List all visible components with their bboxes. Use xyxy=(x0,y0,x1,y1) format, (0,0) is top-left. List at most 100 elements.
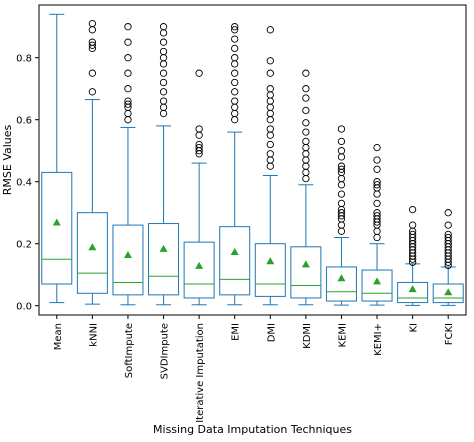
outlier-point xyxy=(337,227,346,235)
outlier-point xyxy=(159,60,168,68)
outlier-point xyxy=(159,23,168,31)
outlier-point xyxy=(231,103,239,111)
outlier-point xyxy=(373,209,381,217)
outlier-point xyxy=(266,69,274,77)
y-tick-label: 0.6 xyxy=(16,116,32,127)
box-group-8 xyxy=(325,125,357,306)
x-tick-label: Iterative Imputation xyxy=(195,323,206,423)
iqr-box xyxy=(397,281,429,304)
outlier-point xyxy=(231,54,239,62)
box-group-11 xyxy=(432,209,464,306)
box-group-9 xyxy=(361,143,393,306)
outlier-point xyxy=(444,209,452,217)
outlier-point xyxy=(337,137,346,146)
iqr-box xyxy=(112,224,144,296)
outlier-point xyxy=(302,143,310,152)
y-tick-label: 0.0 xyxy=(16,302,32,313)
outlier-point xyxy=(373,199,381,208)
x-tick-label: EMI xyxy=(231,323,242,341)
plot-elements xyxy=(41,13,464,306)
outlier-point xyxy=(231,97,239,105)
y-tick-label: 0.4 xyxy=(16,178,32,189)
outlier-point xyxy=(159,38,168,46)
outlier-point xyxy=(231,69,239,77)
outlier-point xyxy=(337,153,346,161)
iqr-box xyxy=(148,223,180,296)
iqr-box xyxy=(290,246,322,299)
outlier-point xyxy=(408,205,417,214)
outlier-point xyxy=(195,69,203,77)
mean-marker xyxy=(195,261,204,269)
outlier-point xyxy=(337,209,346,217)
box-group-7 xyxy=(290,69,322,306)
iqr-box xyxy=(432,283,464,304)
outlier-point xyxy=(159,78,168,87)
outlier-point xyxy=(124,109,132,118)
x-tick-label: DMI xyxy=(266,323,277,342)
outlier-point xyxy=(337,162,346,170)
x-tick-label: KEMI+ xyxy=(373,323,384,356)
outlier-point xyxy=(195,125,203,133)
mean-marker xyxy=(123,251,132,259)
outlier-point xyxy=(124,69,132,77)
x-axis: Mean kNNI SoftImpute SVDImpute Iterative Imp… xyxy=(53,315,455,423)
outlier-point xyxy=(373,165,381,173)
outlier-point xyxy=(195,131,203,139)
outlier-point xyxy=(195,140,203,149)
outlier-point xyxy=(408,221,417,229)
outlier-point xyxy=(88,19,97,28)
outlier-point xyxy=(195,143,203,152)
outlier-point xyxy=(302,128,310,136)
outlier-point xyxy=(302,119,310,127)
iqr-box xyxy=(41,171,73,285)
outlier-point xyxy=(337,190,346,198)
x-tick-label: KEMI xyxy=(337,323,348,347)
outlier-point xyxy=(266,162,274,170)
outlier-point xyxy=(124,54,132,62)
outlier-point xyxy=(373,181,381,189)
outlier-point xyxy=(266,140,274,149)
outlier-point xyxy=(159,88,168,96)
outlier-point xyxy=(159,109,168,118)
outlier-point xyxy=(266,125,274,133)
iqr-box xyxy=(219,226,251,296)
x-tick-label: SoftImpute xyxy=(124,323,135,378)
outlier-point xyxy=(302,137,310,146)
x-tick-label: Mean xyxy=(53,323,64,350)
box-group-4 xyxy=(183,69,215,306)
outlier-point xyxy=(124,116,132,124)
mean-marker xyxy=(301,260,310,268)
x-tick-label: kNNI xyxy=(88,323,99,347)
x-tick-label: KDMI xyxy=(302,323,313,349)
outlier-point xyxy=(88,38,97,46)
outlier-point xyxy=(124,23,132,31)
y-tick-label: 0.2 xyxy=(16,240,32,251)
outlier-point xyxy=(444,230,452,239)
outlier-point xyxy=(337,221,346,229)
outlier-point xyxy=(373,178,381,186)
outlier-point xyxy=(88,41,97,49)
outlier-point xyxy=(266,57,274,65)
outlier-point xyxy=(337,174,346,183)
outlier-point xyxy=(373,156,381,164)
iqr-box xyxy=(183,241,215,299)
outlier-point xyxy=(88,26,97,34)
mean-marker xyxy=(408,285,417,293)
outlier-point xyxy=(373,227,381,235)
outlier-point xyxy=(337,125,346,133)
outlier-point xyxy=(408,230,417,239)
outlier-point xyxy=(159,54,168,62)
outlier-point xyxy=(302,168,310,177)
mean-marker xyxy=(52,218,61,226)
x-tick-label: FCKI xyxy=(444,323,455,345)
outlier-point xyxy=(124,38,132,46)
outlier-point xyxy=(231,88,239,96)
outlier-point xyxy=(159,69,168,77)
box-group-6 xyxy=(254,26,286,306)
x-tick-label: SVDImpute xyxy=(160,323,171,379)
outlier-point xyxy=(266,103,274,111)
outlier-point xyxy=(231,78,239,87)
outlier-point xyxy=(373,190,381,198)
